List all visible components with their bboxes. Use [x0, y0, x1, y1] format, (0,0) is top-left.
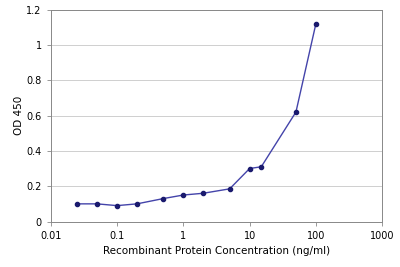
X-axis label: Recombinant Protein Concentration (ng/ml): Recombinant Protein Concentration (ng/ml… — [103, 246, 330, 256]
Y-axis label: OD 450: OD 450 — [14, 96, 24, 135]
